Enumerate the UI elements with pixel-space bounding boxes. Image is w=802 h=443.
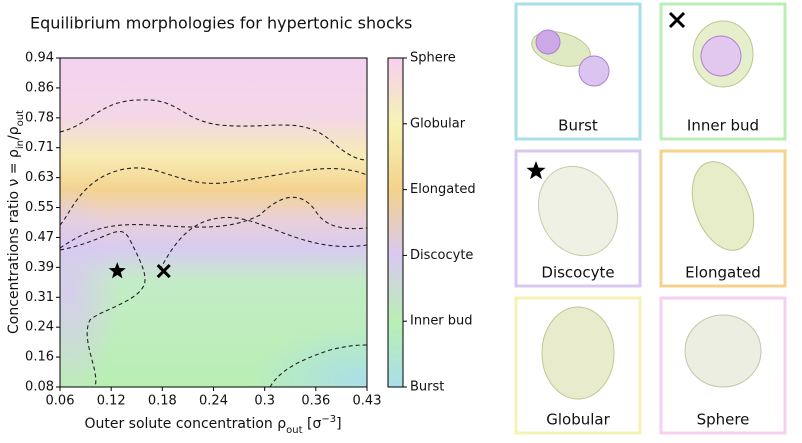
axis-label-part: [σ [303, 416, 322, 432]
axis-label-part: out [286, 425, 302, 436]
y-tick-label: 0.63 [25, 170, 54, 185]
cell-core [578, 55, 610, 87]
colorbar-label: Inner bud [410, 314, 473, 329]
y-axis-label: Concentrations ratio ν = ρin/ρout [6, 110, 26, 334]
colorbar-label: Discocyte [410, 248, 473, 263]
cell [691, 161, 755, 251]
y-tick-label: 0.78 [25, 110, 54, 125]
x-axis-label: Outer solute concentration ρout [σ−3] [84, 414, 341, 436]
x-tick-label: 0.43 [353, 394, 382, 409]
axis-label-part: ] [336, 416, 341, 432]
colorbar: Burst Inner bud Discocyte Elongated Globular… [387, 51, 476, 395]
axis-label-part: /ρ [6, 126, 22, 140]
colorbar-label: Elongated [410, 182, 476, 197]
panel: Elongated [659, 149, 787, 288]
panel: Burst [514, 2, 642, 141]
y-tick-label: 0.55 [25, 200, 54, 215]
colorbar-fill [387, 57, 404, 388]
cell [541, 306, 615, 400]
panels: Burst Inner bud Discocyte Elongated Globular… [514, 2, 787, 435]
panel-label: Burst [558, 117, 598, 135]
panel: Inner bud [659, 2, 787, 141]
cross-stroke [156, 264, 171, 279]
panel-label: Discocyte [541, 264, 614, 282]
axis-label-part: Outer solute concentration ρ [84, 416, 286, 432]
star-marker [108, 262, 126, 279]
chart-title: Equilibrium morphologies for hypertonic … [30, 14, 412, 33]
y-tick-label: 0.31 [25, 290, 54, 305]
y-tick-label: 0.39 [25, 260, 54, 275]
axis-label-part: Concentrations ratio ν = ρ [6, 149, 22, 334]
x-tick-label: 0.36 [301, 394, 330, 409]
y-tick-label: 0.86 [25, 80, 54, 95]
axis-label-part: in [15, 140, 26, 149]
y-tick-label: 0.71 [25, 140, 54, 155]
heatmap [60, 58, 367, 387]
panel: Discocyte [514, 149, 642, 288]
panel-label: Elongated [685, 264, 761, 282]
panel: Globular [514, 296, 642, 435]
colorbar-label: Sphere [410, 51, 456, 66]
colorbar-label: Globular [410, 116, 466, 131]
y-tick-label: 0.08 [25, 380, 54, 395]
x-tick-label: 0.18 [148, 394, 177, 409]
panel-label: Globular [546, 411, 610, 429]
panel-star-icon [526, 161, 546, 180]
cross-marker [156, 264, 171, 279]
cell-core [700, 35, 742, 77]
cell [684, 314, 762, 388]
colorbar-label: Burst [410, 380, 444, 395]
y-tick-label: 0.47 [25, 230, 54, 245]
x-tick-label: 0.3 [254, 394, 275, 409]
x-tick-label: 0.24 [199, 394, 228, 409]
cell-core [535, 29, 561, 55]
x-tick-label: 0.12 [97, 394, 126, 409]
y-tick-label: 0.24 [25, 320, 54, 335]
panel-cross-icon [668, 11, 686, 29]
panel-label: Sphere [697, 411, 750, 429]
panel: Sphere [659, 296, 787, 435]
panel-frame [514, 2, 642, 141]
x-tick-label: 0.06 [46, 394, 75, 409]
panel-label: Inner bud [687, 117, 759, 135]
axis-label-part: −3 [321, 414, 336, 425]
axis-label-part: out [15, 110, 26, 126]
cell [537, 165, 619, 257]
y-tick-label: 0.94 [25, 51, 54, 66]
y-tick-label: 0.16 [25, 350, 54, 365]
